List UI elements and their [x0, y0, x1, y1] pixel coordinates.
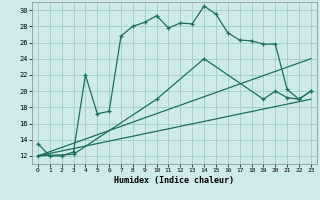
X-axis label: Humidex (Indice chaleur): Humidex (Indice chaleur)	[115, 176, 234, 185]
